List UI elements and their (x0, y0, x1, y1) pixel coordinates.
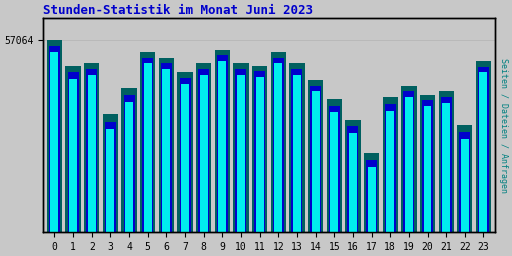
Bar (422, 100, 433, 232)
Bar (480, 72, 487, 232)
Bar (401, 86, 416, 232)
Bar (123, 95, 135, 232)
Bar (345, 120, 360, 232)
Bar (68, 72, 79, 232)
Bar (327, 99, 342, 232)
Y-axis label: Seiten / Dateien / Anfragen: Seiten / Dateien / Anfragen (499, 58, 508, 193)
Bar (385, 104, 396, 232)
Bar (237, 74, 245, 232)
Bar (200, 74, 208, 232)
Bar (121, 88, 137, 232)
Bar (255, 77, 264, 232)
Bar (459, 132, 471, 232)
Bar (349, 133, 357, 232)
Bar (368, 167, 375, 232)
Bar (386, 111, 394, 232)
Bar (177, 72, 193, 232)
Bar (438, 91, 454, 232)
Bar (106, 129, 114, 232)
Bar (348, 126, 358, 232)
Bar (140, 52, 155, 232)
Bar (198, 69, 209, 232)
Bar (180, 78, 190, 232)
Bar (142, 58, 153, 232)
Bar (66, 66, 81, 232)
Bar (457, 125, 473, 232)
Bar (330, 112, 338, 232)
Bar (405, 97, 413, 232)
Bar (329, 106, 340, 232)
Bar (312, 91, 319, 232)
Bar (144, 63, 152, 232)
Bar (254, 71, 265, 232)
Text: Stunden-Statistik im Monat Juni 2023: Stunden-Statistik im Monat Juni 2023 (43, 4, 313, 17)
Bar (217, 56, 228, 232)
Bar (159, 58, 174, 232)
Bar (403, 91, 414, 232)
Bar (162, 69, 170, 232)
Bar (442, 103, 450, 232)
Bar (215, 50, 230, 232)
Bar (461, 139, 469, 232)
Bar (49, 46, 60, 232)
Bar (382, 97, 398, 232)
Bar (88, 74, 96, 232)
Bar (84, 63, 99, 232)
Bar (366, 160, 377, 232)
Bar (86, 69, 97, 232)
Bar (476, 61, 491, 232)
Bar (69, 79, 77, 232)
Bar (105, 122, 116, 232)
Bar (125, 102, 133, 232)
Bar (291, 69, 303, 232)
Bar (47, 40, 62, 232)
Bar (289, 63, 305, 232)
Bar (423, 106, 432, 232)
Bar (478, 67, 489, 232)
Bar (441, 97, 452, 232)
Bar (161, 63, 172, 232)
Bar (308, 80, 323, 232)
Bar (273, 58, 284, 232)
Bar (196, 63, 211, 232)
Bar (233, 63, 249, 232)
Bar (293, 74, 301, 232)
Bar (181, 84, 189, 232)
Bar (364, 153, 379, 232)
Bar (51, 52, 58, 232)
Bar (218, 61, 226, 232)
Bar (310, 86, 321, 232)
Bar (274, 63, 282, 232)
Bar (103, 114, 118, 232)
Bar (420, 95, 435, 232)
Bar (271, 52, 286, 232)
Bar (236, 69, 246, 232)
Bar (252, 66, 267, 232)
